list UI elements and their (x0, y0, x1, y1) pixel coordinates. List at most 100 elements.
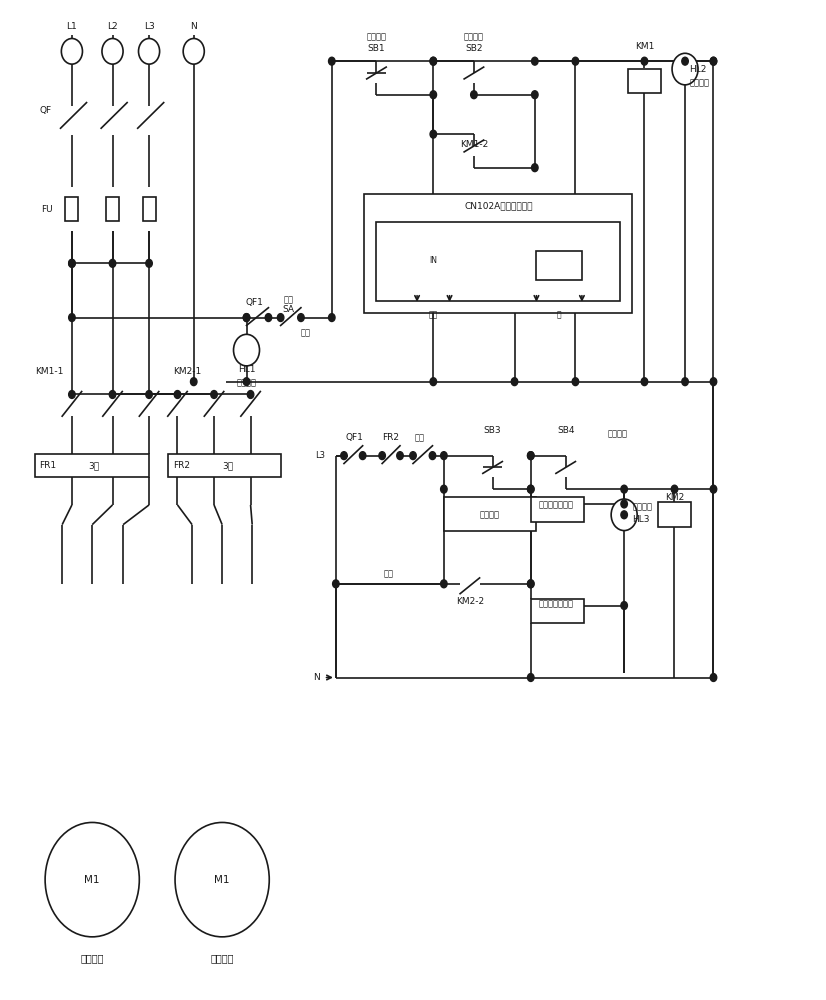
Circle shape (572, 378, 579, 386)
Circle shape (244, 314, 249, 322)
Circle shape (710, 378, 717, 386)
Circle shape (611, 499, 637, 531)
Circle shape (175, 822, 269, 937)
Bar (364, 194, 632, 313)
Text: 低水位（闭合）: 低水位（闭合） (539, 500, 574, 509)
Circle shape (329, 314, 335, 322)
Circle shape (69, 391, 75, 398)
Text: KM2-2: KM2-2 (456, 597, 484, 606)
Circle shape (528, 485, 534, 493)
Circle shape (340, 452, 347, 460)
Circle shape (710, 57, 717, 65)
Text: L3: L3 (316, 451, 325, 460)
Text: 自动: 自动 (383, 569, 394, 578)
Text: HL3: HL3 (632, 515, 650, 524)
Circle shape (396, 452, 403, 460)
Circle shape (440, 580, 447, 588)
Circle shape (247, 391, 254, 398)
Circle shape (174, 391, 181, 398)
Circle shape (329, 57, 335, 65)
Circle shape (572, 57, 579, 65)
Circle shape (265, 314, 272, 322)
Text: SB2: SB2 (465, 44, 482, 53)
Circle shape (710, 485, 717, 493)
Circle shape (710, 674, 717, 681)
Bar (444, 497, 535, 531)
Circle shape (234, 334, 259, 366)
Text: 电源指示: 电源指示 (236, 378, 257, 387)
Bar (36, 454, 149, 477)
Text: IN: IN (430, 256, 437, 265)
Circle shape (430, 130, 437, 138)
Circle shape (532, 57, 538, 65)
Circle shape (379, 452, 386, 460)
Circle shape (297, 314, 304, 322)
Text: L3: L3 (144, 22, 154, 31)
Circle shape (278, 314, 284, 322)
Text: SB3: SB3 (484, 426, 501, 435)
Text: 高水位（断开）: 高水位（断开） (539, 599, 574, 608)
Circle shape (532, 91, 538, 99)
Bar (377, 222, 620, 301)
Circle shape (528, 580, 534, 588)
Text: 手动: 手动 (415, 433, 425, 442)
Bar (629, 69, 661, 93)
Circle shape (681, 378, 688, 386)
Circle shape (672, 53, 698, 85)
Circle shape (410, 452, 416, 460)
Text: 启动按钮: 启动按钮 (608, 429, 628, 438)
Circle shape (69, 259, 75, 267)
Circle shape (511, 378, 518, 386)
Text: KM2-1: KM2-1 (173, 367, 202, 376)
Text: M1: M1 (84, 875, 100, 885)
Text: 增压电机: 增压电机 (211, 954, 234, 964)
Circle shape (430, 378, 437, 386)
Text: 运行指示: 运行指示 (632, 502, 653, 511)
Bar (143, 197, 155, 221)
Text: SB1: SB1 (368, 44, 385, 53)
Circle shape (621, 602, 628, 609)
Circle shape (672, 485, 678, 493)
Circle shape (211, 391, 217, 398)
Text: 启动按钮: 启动按钮 (464, 32, 484, 41)
Bar (65, 197, 78, 221)
Text: N: N (190, 22, 197, 31)
Circle shape (528, 452, 534, 460)
Circle shape (430, 57, 437, 65)
Circle shape (621, 485, 628, 493)
Text: HL2: HL2 (689, 65, 706, 74)
Bar (106, 197, 119, 221)
Circle shape (244, 314, 249, 322)
Circle shape (621, 500, 628, 508)
Circle shape (109, 259, 116, 267)
Circle shape (681, 57, 688, 65)
Circle shape (109, 391, 116, 398)
Circle shape (440, 452, 447, 460)
Text: FU: FU (41, 205, 53, 214)
Text: N: N (313, 673, 320, 682)
Circle shape (430, 452, 436, 460)
Circle shape (528, 674, 534, 681)
Bar (531, 497, 583, 522)
Circle shape (146, 391, 152, 398)
Bar (168, 454, 282, 477)
Text: 3卜: 3卜 (88, 461, 99, 470)
Circle shape (528, 452, 534, 460)
Text: L1: L1 (67, 22, 78, 31)
Text: 电源: 电源 (429, 310, 438, 319)
Text: 3卜: 3卜 (222, 461, 233, 470)
Text: 秋: 秋 (557, 310, 562, 319)
Bar (531, 599, 583, 623)
Circle shape (69, 259, 75, 267)
Text: SB4: SB4 (557, 426, 574, 435)
Circle shape (710, 57, 717, 65)
Circle shape (430, 91, 437, 99)
Text: QF1: QF1 (245, 298, 263, 307)
Circle shape (191, 378, 197, 386)
Circle shape (440, 485, 447, 493)
Text: FR2: FR2 (382, 433, 399, 442)
Text: 停止按钮: 停止按钮 (479, 510, 500, 519)
Text: 运行指示: 运行指示 (689, 78, 709, 87)
Text: M1: M1 (215, 875, 230, 885)
Text: KM1-1: KM1-1 (36, 367, 64, 376)
